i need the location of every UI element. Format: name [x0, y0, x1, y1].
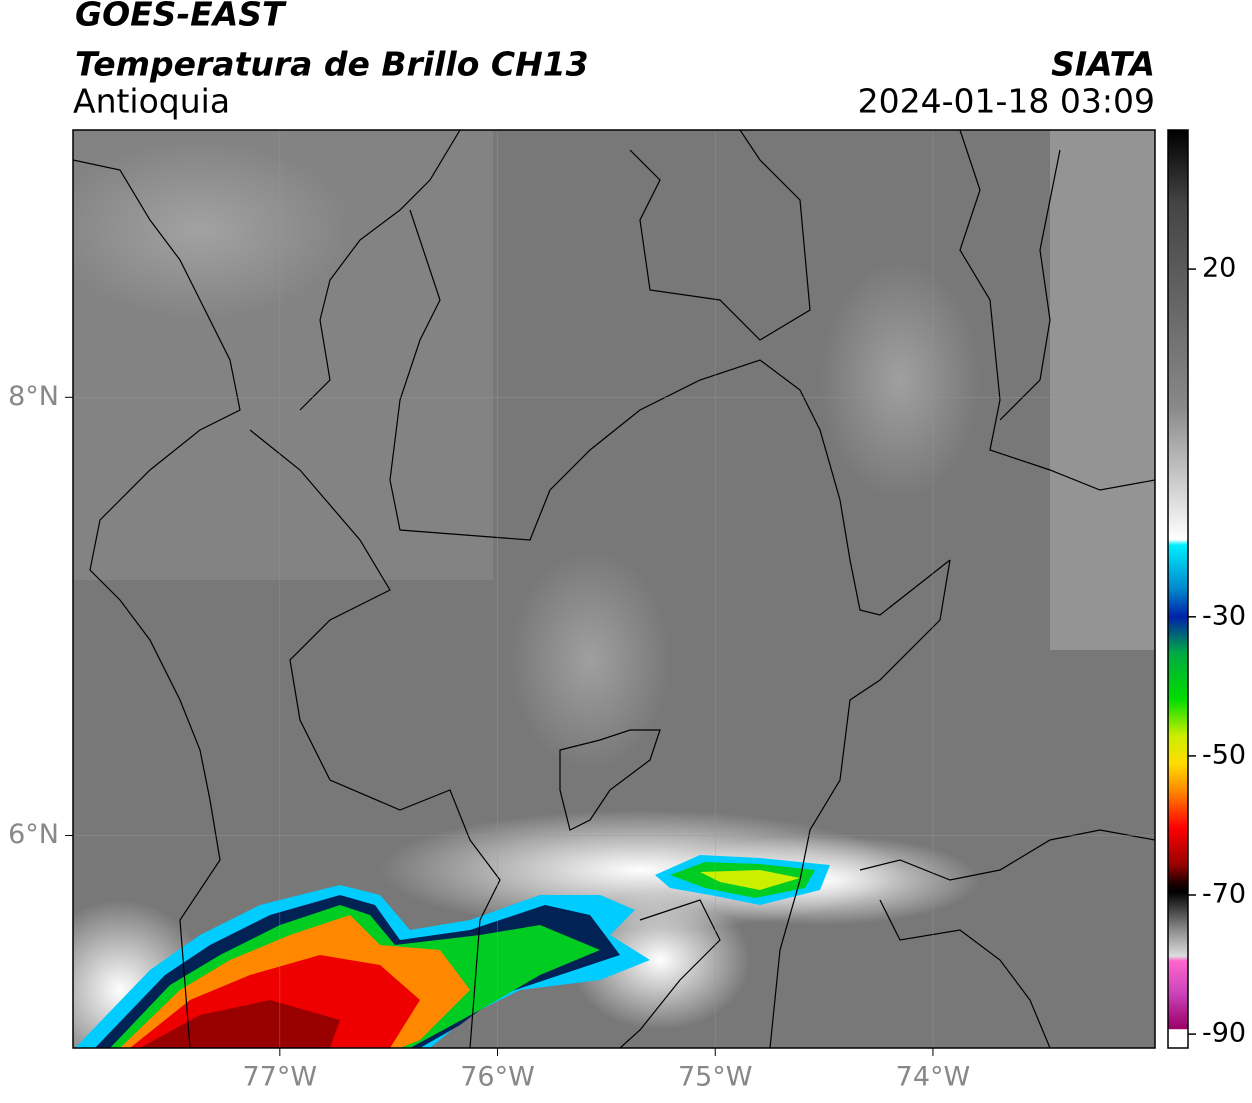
- colorbar-tick-label: 20: [1202, 253, 1236, 284]
- lat-tick-label: 6°N: [8, 819, 59, 850]
- grid: [73, 130, 1155, 1048]
- colorbar-tick-label: -50: [1202, 739, 1246, 770]
- region: Antioquia: [73, 82, 230, 121]
- title: GOES-EAST: [75, 0, 287, 34]
- datetime: 2024-01-18 03:09: [858, 82, 1155, 121]
- colorbar-tick-label: -90: [1202, 1018, 1246, 1049]
- map-frame: [72, 129, 1156, 1049]
- colorbar-tick-label: -30: [1202, 600, 1246, 631]
- source: SIATA: [1051, 45, 1155, 84]
- subtitle: Temperatura de Brillo CH13: [75, 45, 589, 84]
- colorbar: [1167, 129, 1189, 1049]
- colorbar-tick-label: -70: [1202, 879, 1246, 910]
- lat-tick-label: 8°N: [8, 381, 59, 412]
- lon-tick-label: 74°W: [896, 1062, 971, 1093]
- map-imagery: [73, 130, 1155, 1048]
- lon-tick-label: 76°W: [460, 1062, 535, 1093]
- lon-tick-label: 75°W: [678, 1062, 753, 1093]
- lon-tick-label: 77°W: [243, 1062, 318, 1093]
